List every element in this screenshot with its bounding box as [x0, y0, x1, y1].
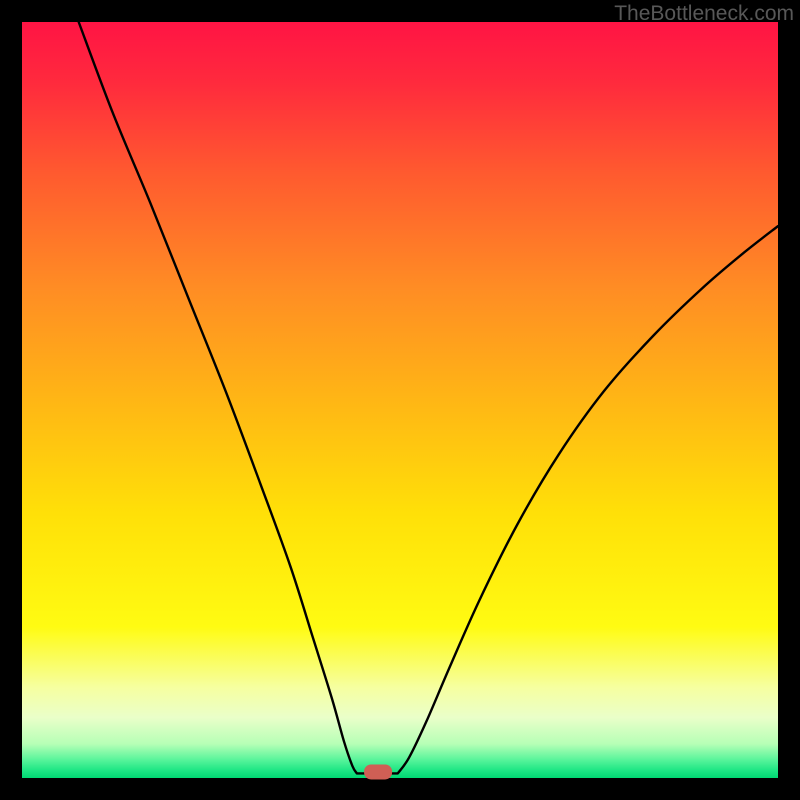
chart-container: TheBottleneck.com — [0, 0, 800, 800]
bottleneck-chart — [0, 0, 800, 800]
plot-gradient-background — [22, 22, 778, 778]
optimal-marker — [364, 764, 392, 779]
watermark-text: TheBottleneck.com — [614, 2, 794, 26]
